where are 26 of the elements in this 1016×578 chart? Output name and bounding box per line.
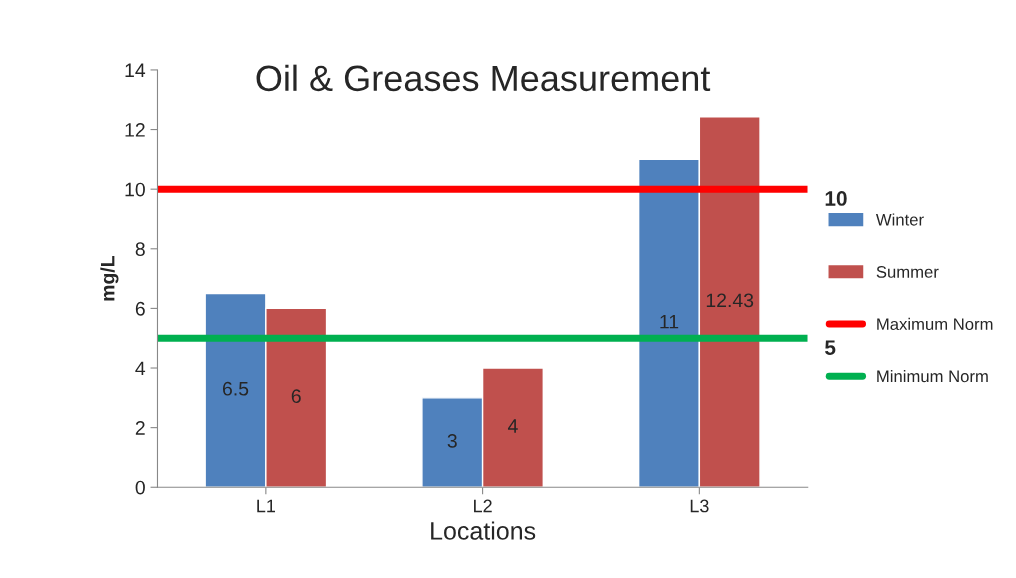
- data-label: 3: [447, 433, 457, 448]
- text: 5: [825, 340, 836, 355]
- y-tick-label: 8: [135, 242, 145, 257]
- y-tick-label: 12: [125, 123, 145, 137]
- x-tick-label: L3: [690, 499, 709, 513]
- x-tick-label: L1: [257, 499, 276, 513]
- x-axis-title: Locations: [431, 521, 536, 540]
- text: 10: [825, 191, 847, 206]
- chart-title: Oil & Greases Measurement: [256, 64, 711, 92]
- data-label: 11: [660, 314, 679, 329]
- data-label: 6.5: [222, 381, 249, 396]
- y-tick-label: 4: [135, 361, 146, 376]
- y-tick-label: 0: [135, 480, 145, 495]
- y-tick-label: 2: [135, 421, 145, 435]
- legend-label: Minimum Norm: [877, 370, 988, 383]
- legend-label: Summer: [876, 266, 939, 278]
- data-label: 12.43: [706, 293, 754, 308]
- y-tick-label: 6: [135, 301, 145, 316]
- legend-label: Maximum Norm: [877, 317, 993, 331]
- y-tick-label: 10: [125, 182, 145, 197]
- data-label: 6: [291, 389, 301, 404]
- y-tick-label: 14: [125, 63, 146, 77]
- y-axis-title: mg/L: [100, 255, 119, 301]
- x-tick-label: L2: [474, 499, 492, 513]
- legend-label: Winter: [875, 213, 924, 226]
- data-label: 4: [507, 419, 518, 433]
